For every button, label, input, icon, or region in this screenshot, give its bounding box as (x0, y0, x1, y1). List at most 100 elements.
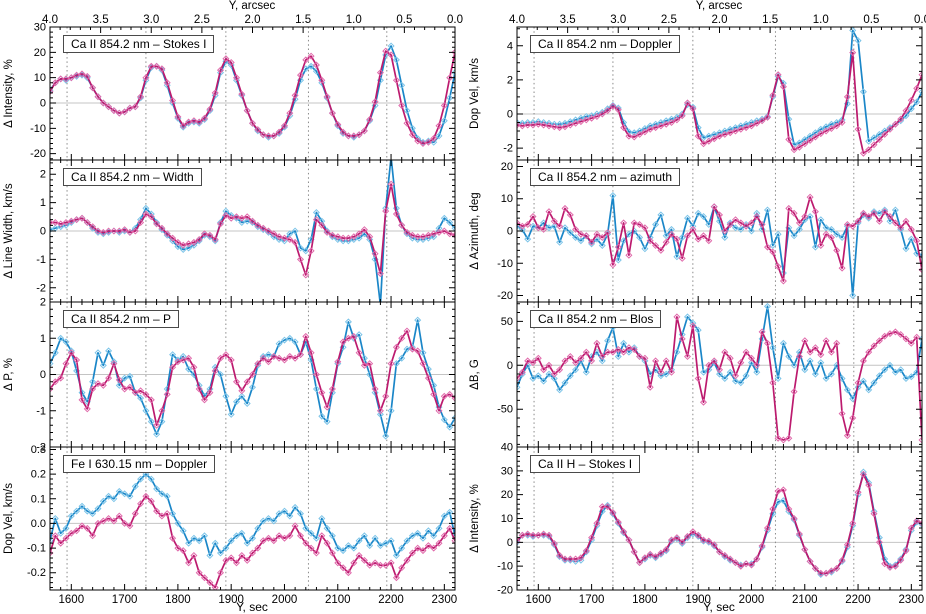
x-tick-label: 1800 (632, 594, 658, 606)
top-axis-title-left: Y, arcsec (228, 0, 276, 12)
arcsec-tick-label: 0.0 (914, 14, 926, 26)
y-tick-label: -0.2 (27, 567, 46, 579)
y-axis-label: Dop Vel, km/s (469, 58, 481, 129)
x-tick-label: 2100 (792, 594, 818, 606)
y-axis-label: Δ Intensity, % (3, 59, 15, 128)
y-tick-label: 0 (507, 360, 513, 372)
y-tick-label: 0 (40, 226, 46, 238)
series-crimson-line (517, 473, 922, 575)
y-tick-label: 20 (34, 47, 46, 59)
y-axis-label: ΔB, G (469, 359, 481, 390)
panel-ca8542-doppler: -2 0 2 4 Dop Vel, km/s 4.0 3.5 3.0 2.5 2.0 1.5 1.0 0… (469, 14, 926, 161)
y-axis-label: Δ Intensity, % (469, 484, 481, 553)
series-crimson-line (50, 495, 455, 589)
y-tick-label: -1 (36, 254, 46, 266)
arcsec-tick-label: 0.5 (396, 14, 412, 26)
arcsec-tick-label: 4.0 (509, 14, 525, 26)
x-tick-label: 1600 (526, 594, 552, 606)
series-blue-markers (50, 470, 455, 560)
y-tick-label: -50 (497, 404, 513, 416)
x-tick-label: 2200 (845, 594, 871, 606)
series-blue-line (50, 473, 455, 557)
y-tick-label: 10 (501, 193, 513, 205)
arcsec-tick-label: 4.0 (42, 14, 58, 26)
panel-title-caH-stokesI: Ca II H – Stokes I (530, 455, 641, 473)
series-blue-markers (517, 191, 922, 300)
arcsec-tick-label: 1.5 (762, 14, 778, 26)
x-tick-label: 1900 (685, 594, 711, 606)
x-tick-label: 1700 (112, 594, 138, 606)
y-tick-label: 2 (40, 169, 46, 181)
y-tick-label: 0 (507, 537, 513, 549)
y-tick-label: 0.0 (31, 518, 46, 530)
arcsec-tick-label: 2.5 (661, 14, 677, 26)
x-tick-label: 2000 (272, 594, 298, 606)
y-axis-label: Δ P, % (3, 358, 15, 391)
y-tick-label: 10 (501, 513, 513, 525)
arcsec-tick-label: 3.0 (143, 14, 159, 26)
series-crimson-markers (517, 470, 922, 577)
y-tick-label: -2 (36, 282, 46, 294)
panel-caH-stokesI: -20 -10 0 10 20 30 40 Δ Intensity, % 1600 1700 180… (469, 442, 925, 607)
y-tick-label: -1 (36, 405, 46, 417)
y-tick-label: -20 (30, 148, 46, 160)
panel-ca8542-P: -2 -1 0 1 2 Δ P, % (3, 297, 456, 454)
y-tick-label: -10 (30, 123, 46, 135)
panel-ca8542-azimuth: -20 -10 0 10 20 Δ Azimuth, deg (469, 159, 923, 303)
panel-title-ca8542-P: Ca II 854.2 nm – P (63, 310, 180, 328)
y-tick-label: -2 (503, 143, 513, 155)
y-tick-label: 30 (34, 22, 46, 34)
y-tick-label: 0.3 (31, 444, 46, 456)
arcsec-tick-label: 1.5 (295, 14, 311, 26)
y-tick-label: 2 (40, 297, 46, 309)
y-tick-label: 0 (40, 98, 46, 110)
arcsec-tick-label: 1.0 (813, 14, 829, 26)
arcsec-tick-label: 3.0 (610, 14, 626, 26)
y-tick-label: 1 (40, 197, 46, 209)
panel-title-ca8542-blos: Ca II 854.2 nm – Blos (530, 310, 662, 328)
y-tick-label: -0.1 (27, 543, 46, 555)
y-axis-label: Δ Line Width, km/s (3, 183, 15, 278)
x-tick-label: 1700 (579, 594, 605, 606)
panel-title-ca8542-stokesI: Ca II 854.2 nm – Stokes I (63, 35, 215, 53)
y-axis-label: Δ Azimuth, deg (469, 192, 481, 269)
y-tick-label: 0 (507, 226, 513, 238)
arcsec-tick-label: 2.0 (245, 14, 261, 26)
series-crimson-markers (50, 47, 455, 148)
panel-title-ca8542-azimuth: Ca II 854.2 nm – azimuth (530, 168, 681, 186)
panel-fe6301-doppler: -0.2 -0.1 0.0 0.1 0.2 0.3 Dop Vel, km/s 1600 170… (3, 444, 457, 606)
y-tick-label: 2 (507, 74, 513, 86)
y-tick-label: 4 (507, 40, 513, 52)
bottom-axis-title-right: Y, sec (703, 600, 735, 614)
y-tick-label: 1 (40, 333, 46, 345)
y-tick-label: 0 (507, 108, 513, 120)
arcsec-tick-label: 3.5 (560, 14, 576, 26)
x-tick-label: 2300 (899, 594, 925, 606)
arcsec-tick-label: 0.5 (863, 14, 879, 26)
series-crimson-line (50, 330, 455, 427)
series-blue-markers (517, 302, 922, 403)
series-crimson-markers (50, 492, 455, 590)
series-crimson-markers (50, 327, 455, 429)
y-tick-label: -10 (497, 561, 513, 573)
panel-ca8542-stokesI: -20 -10 0 10 20 30 Δ Intensity, % 4.0 3.5 3.0 2.5 2… (3, 14, 463, 161)
series-crimson-markers (517, 193, 922, 285)
x-tick-label: 2200 (378, 594, 404, 606)
panel-ca8542-blos: -50 0 50 ΔB, G (469, 301, 923, 448)
y-tick-label: 50 (501, 316, 513, 328)
y-tick-label: -2 (36, 442, 46, 454)
arcsec-tick-label: 2.5 (194, 14, 210, 26)
y-tick-label: -20 (497, 290, 513, 302)
top-axis-title-right: Y, arcsec (695, 0, 743, 12)
series-crimson-markers (517, 313, 922, 444)
y-tick-label: 10 (34, 72, 46, 84)
y-tick-label: 20 (501, 161, 513, 173)
panel-title-ca8542-doppler: Ca II 854.2 nm – Doppler (530, 35, 681, 53)
arcsec-tick-label: 3.5 (93, 14, 109, 26)
y-tick-label: 0.1 (31, 493, 46, 505)
series-blue-line (517, 305, 922, 400)
y-tick-label: 30 (501, 465, 513, 477)
x-tick-label: 2000 (739, 594, 765, 606)
series-crimson-line (50, 50, 455, 145)
